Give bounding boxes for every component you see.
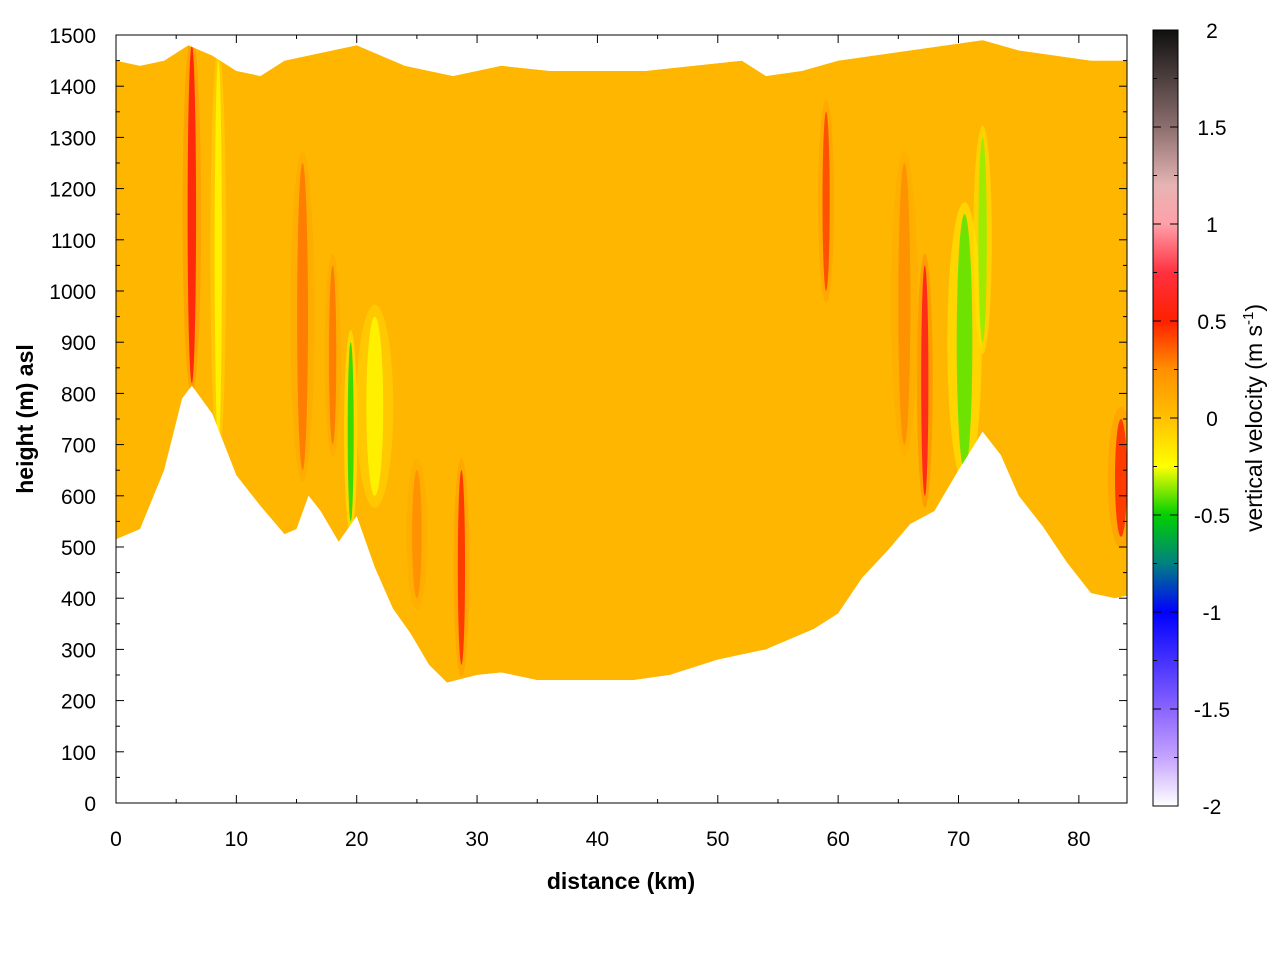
velocity-feature-core (921, 265, 929, 496)
y-tick-label: 700 (61, 435, 96, 458)
velocity-feature-core (978, 137, 987, 343)
colorbar-title: vertical velocity (m s-1) (1240, 304, 1267, 532)
y-tick-label: 1300 (49, 127, 96, 150)
velocity-feature (973, 125, 992, 355)
colorbar-title-superscript: -1 (1240, 312, 1257, 325)
velocity-feature-core (898, 162, 911, 445)
velocity-feature (947, 202, 982, 483)
y-tick-label: 400 (61, 588, 96, 611)
plot-area (116, 35, 1127, 803)
colorbar-tick-label: 0 (1206, 408, 1218, 431)
velocity-feature (356, 304, 394, 508)
colorbar-tick-label: 1 (1206, 214, 1218, 237)
colorbar-ticks: 2 1.5 1 0.5 0 -0.5 -1 -1.5 -2 (1153, 20, 1230, 819)
y-tick-label: 300 (61, 639, 96, 662)
x-tick-label: 20 (345, 828, 368, 851)
velocity-feature-core (412, 470, 422, 599)
velocity-feature (453, 458, 470, 677)
x-tick-label: 60 (826, 828, 849, 851)
velocity-feature (916, 253, 933, 508)
velocity-field-background (116, 40, 1127, 683)
y-tick-label: 200 (61, 691, 96, 714)
colorbar-tick-label: -1.5 (1194, 699, 1230, 722)
velocity-feature (210, 48, 227, 457)
y-tick-label: 1200 (49, 179, 96, 202)
velocity-feature (344, 330, 358, 534)
velocity-feature-core (1114, 419, 1127, 537)
velocity-feature-core (329, 265, 337, 445)
x-axis-title: distance (km) (547, 868, 695, 894)
colorbar-tick-label: -1 (1203, 602, 1222, 625)
colorbar-title-main: vertical velocity (m s (1241, 325, 1267, 532)
colorbar-tick-label: 2 (1206, 20, 1218, 43)
terrain-mask (116, 385, 1127, 803)
x-tick-label: 30 (465, 828, 488, 851)
y-tick-label: 500 (61, 537, 96, 560)
x-axis: 0 10 20 30 40 50 60 70 80 (110, 35, 1091, 851)
velocity-feature (1107, 407, 1127, 549)
velocity-feature (818, 99, 835, 304)
y-axis-title: height (m) asl (12, 344, 38, 494)
top-mask (116, 35, 1127, 76)
y-tick-label: 800 (61, 383, 96, 406)
velocity-feature-core (956, 214, 973, 471)
y-tick-label: 1400 (49, 76, 96, 99)
velocity-feature-core (457, 470, 466, 665)
velocity-feature-core (822, 111, 830, 292)
y-tick-label: 1100 (51, 230, 96, 253)
y-tick-label: 100 (61, 742, 96, 765)
x-tick-label: 10 (225, 828, 248, 851)
x-tick-label: 80 (1067, 828, 1090, 851)
y-tick-label: 900 (61, 332, 96, 355)
colorbar-tick-label: 1.5 (1197, 117, 1226, 140)
velocity-features (182, 35, 1127, 677)
y-axis: 0 100 200 300 400 500 600 700 800 900 1000 1100 1200… (49, 25, 1127, 816)
y-tick-label: 1500 (49, 25, 96, 48)
velocity-feature (324, 253, 341, 457)
velocity-feature-core (214, 60, 222, 445)
velocity-feature (891, 150, 918, 457)
y-tick-label: 1000 (49, 281, 96, 304)
velocity-feature (290, 151, 315, 483)
velocity-feature-core (366, 316, 384, 496)
x-tick-label: 0 (110, 828, 122, 851)
colorbar-title-suffix: ) (1241, 304, 1267, 312)
x-tick-label: 40 (586, 828, 609, 851)
colorbar-tick-label: 0.5 (1197, 311, 1226, 334)
velocity-feature-core (347, 342, 354, 522)
velocity-feature-core (187, 45, 197, 384)
velocity-feature (406, 458, 428, 611)
x-tick-label: 50 (706, 828, 729, 851)
y-tick-label: 600 (61, 486, 96, 509)
colorbar-tick-label: -2 (1203, 796, 1222, 819)
colorbar-tick-label: -0.5 (1194, 505, 1230, 528)
velocity-feature-core (297, 163, 308, 471)
y-tick-label: 0 (84, 793, 96, 816)
velocity-feature (182, 35, 202, 396)
x-tick-label: 70 (947, 828, 970, 851)
